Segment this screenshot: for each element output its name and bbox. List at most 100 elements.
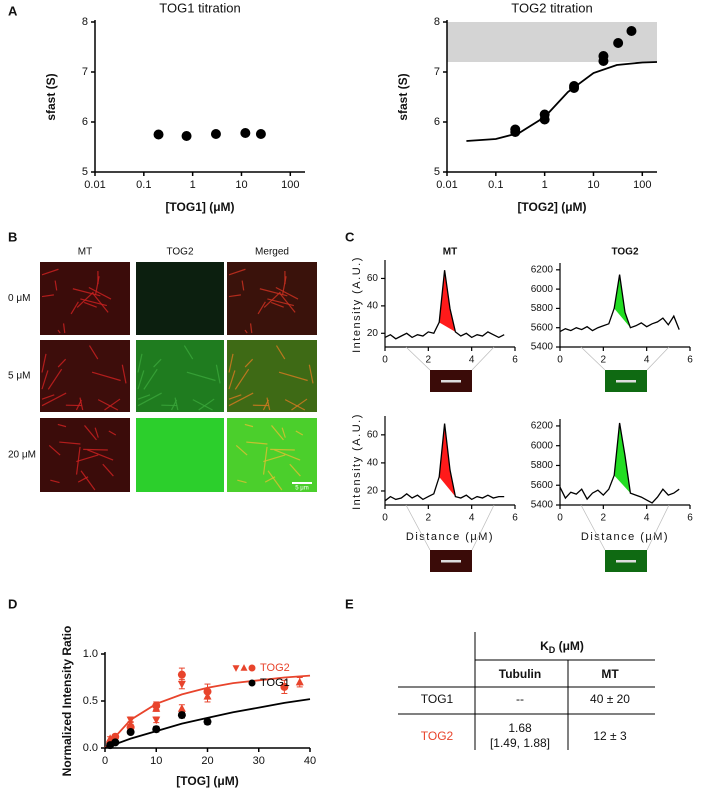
scale-bar-label: 5 μm: [295, 486, 308, 492]
filament: [183, 345, 194, 360]
legend-marker: [240, 664, 248, 671]
table-cell: [1.49, 1.88]: [490, 736, 550, 750]
y-axis-label: Intensity (A.U.): [351, 413, 363, 510]
marker: [181, 131, 192, 141]
x-tick-label: 0: [102, 755, 108, 767]
filament: [80, 470, 96, 491]
marker: [126, 720, 135, 728]
filament: [57, 358, 67, 368]
legend-label: TOG1: [260, 677, 290, 689]
filament: [102, 463, 114, 477]
filament: [228, 353, 234, 373]
x-tick-label: 0: [382, 513, 388, 524]
filament: [257, 301, 266, 315]
y-tick-label: 60: [367, 273, 379, 284]
table-cell: 12 ± 3: [593, 729, 627, 743]
y-tick-label: 6000: [531, 440, 554, 451]
row-label: 5 μM: [8, 371, 30, 382]
filament: [241, 280, 245, 291]
filament: [137, 353, 143, 373]
x-tick-label: 2: [426, 355, 432, 366]
chart-title: TOG1 titration: [159, 0, 240, 15]
marker: [626, 26, 637, 36]
x-tick-label: 30: [253, 755, 265, 767]
y-axis-label: sfast (S): [44, 73, 58, 120]
filament: [48, 445, 61, 456]
legend-marker: [232, 665, 240, 672]
filament: [84, 425, 97, 441]
y-tick-label: 5: [82, 166, 88, 178]
table-header: KD (μM): [540, 639, 584, 655]
filament: [143, 368, 158, 390]
column-header: Tubulin: [499, 667, 541, 681]
filament: [137, 370, 145, 390]
profile-line: [384, 270, 505, 340]
filament: [291, 398, 308, 411]
marker: [598, 51, 609, 61]
panel-label: B: [8, 229, 17, 244]
panel-label: A: [8, 3, 18, 18]
row-label: 20 μM: [8, 450, 36, 461]
filament: [263, 291, 281, 308]
x-tick-label: 0: [557, 355, 563, 366]
x-tick-label: 0.01: [84, 179, 105, 191]
table-cell: 40 ± 20: [590, 692, 630, 706]
y-tick-label: 5800: [531, 460, 554, 471]
y-tick-label: 6200: [531, 264, 554, 275]
filament: [83, 448, 108, 451]
x-tick-label: 4: [644, 355, 650, 366]
filament: [104, 398, 121, 411]
row-label: TOG2: [421, 729, 454, 743]
header-subscript: D: [549, 645, 556, 655]
guide-line: [471, 346, 495, 371]
x-tick-label: 0.1: [488, 179, 503, 191]
chart-title: TOG2 titration: [511, 0, 592, 15]
filament: [84, 301, 97, 308]
y-tick-label: 6: [82, 116, 88, 128]
filament: [54, 280, 58, 291]
filament: [76, 454, 99, 463]
filament: [275, 345, 286, 360]
filament: [237, 479, 247, 484]
profile-line: [559, 422, 680, 504]
y-tick-label: 5400: [531, 500, 554, 511]
filament: [88, 286, 112, 300]
row-label: TOG1: [421, 692, 454, 706]
x-tick-label: 2: [426, 513, 432, 524]
marker: [569, 81, 580, 91]
filament: [76, 291, 94, 308]
micrograph: [40, 418, 130, 492]
fit-curve: [466, 61, 658, 142]
marker: [152, 716, 161, 725]
filament: [295, 430, 304, 436]
x-tick-label: 4: [469, 513, 475, 524]
filament: [186, 371, 216, 382]
filament: [263, 454, 286, 463]
filament: [278, 371, 308, 382]
x-tick-label: 10: [150, 755, 162, 767]
x-tick-label: 0: [382, 355, 388, 366]
filament: [259, 288, 288, 297]
filament: [47, 368, 63, 390]
profile-line: [559, 274, 680, 333]
column-label: TOG2: [166, 247, 193, 258]
filament: [270, 448, 295, 451]
marker: [613, 38, 624, 48]
profile-marker: [441, 380, 461, 383]
x-tick-label: 6: [512, 513, 518, 524]
marker: [152, 725, 161, 734]
marker: [111, 732, 120, 741]
guide-line: [471, 504, 495, 551]
micrograph: [136, 262, 224, 335]
filament: [244, 358, 254, 368]
filament: [41, 394, 55, 400]
marker: [177, 704, 186, 712]
y-tick-label: 1.0: [83, 648, 98, 660]
filament: [79, 397, 84, 411]
micrograph: [227, 340, 317, 412]
filament: [289, 463, 301, 477]
filament: [192, 399, 213, 411]
filament: [281, 427, 286, 438]
column-header: MT: [601, 667, 619, 681]
